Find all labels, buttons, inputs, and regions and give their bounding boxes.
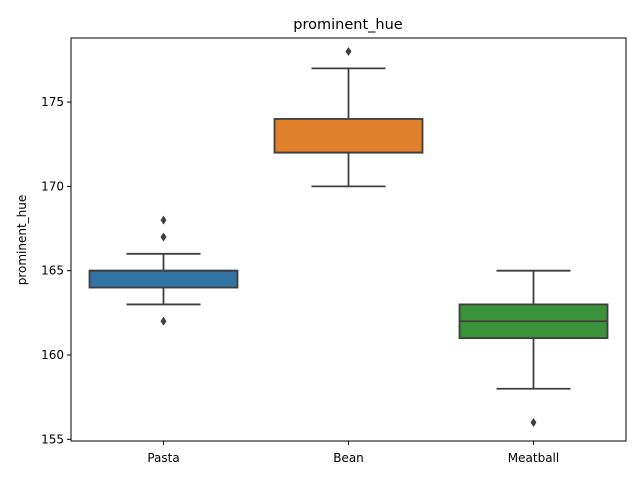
y-tick-label-170: 170: [41, 179, 64, 193]
y-tick-label-165: 165: [41, 264, 64, 278]
outlier-pasta-1: [160, 232, 167, 242]
box-pasta: [88, 269, 239, 289]
x-tick-label-meatball: Meatball: [508, 451, 559, 465]
y-tick-label-155: 155: [41, 432, 64, 446]
y-axis: 155 160 165 170 175: [41, 95, 71, 446]
outlier-pasta-2: [160, 215, 167, 225]
y-tick-label-160: 160: [41, 348, 64, 362]
box-bean: [273, 118, 424, 154]
chart-title: prominent_hue: [293, 17, 402, 33]
x-axis: Pasta Bean Meatball: [147, 441, 559, 465]
y-tick-label-175: 175: [41, 95, 64, 109]
box-group-meatball: [458, 269, 609, 427]
x-tick-label-bean: Bean: [333, 451, 364, 465]
box-group-pasta: [88, 215, 239, 326]
outlier-meatball-0: [530, 417, 537, 427]
outlier-bean-0: [345, 46, 352, 56]
plot-frame: [70, 37, 627, 442]
outlier-pasta-0: [160, 316, 167, 326]
box-group-bean: [273, 46, 424, 188]
x-tick-label-pasta: Pasta: [147, 451, 179, 465]
y-axis-label: prominent_hue: [15, 195, 29, 286]
plot-area: [88, 46, 609, 427]
